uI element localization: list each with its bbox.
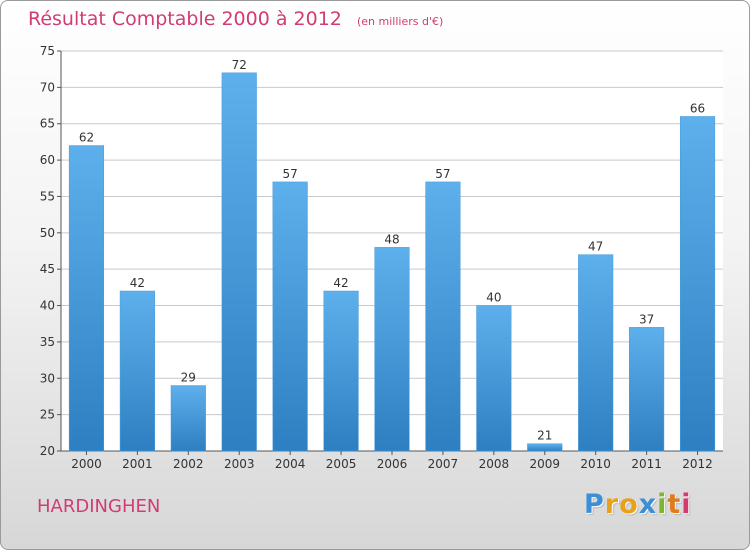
y-tick-label: 65: [40, 117, 55, 131]
logo-letter: o: [619, 489, 639, 520]
bar: [119, 290, 155, 452]
logo-letter: i: [681, 489, 692, 520]
y-tick-label: 55: [40, 189, 55, 203]
x-tick-label: 2000: [71, 457, 102, 471]
bar-value-label: 47: [588, 240, 603, 254]
chart-title: Résultat Comptable 2000 à 2012: [28, 8, 342, 30]
bar: [476, 305, 512, 452]
bar-value-label: 21: [537, 429, 552, 443]
y-tick-label: 35: [40, 335, 55, 349]
logo-letter: t: [667, 489, 682, 520]
x-tick-label: 2001: [122, 457, 153, 471]
y-tick-label: 50: [40, 226, 55, 240]
x-tick-label: 2005: [326, 457, 357, 471]
bar-value-label: 29: [181, 371, 196, 385]
logo-letter: r: [604, 489, 620, 520]
chart-title-block: Résultat Comptable 2000 à 2012 (en milli…: [28, 8, 443, 30]
bar-value-label: 62: [79, 131, 94, 145]
x-tick-label: 2010: [580, 457, 611, 471]
bar: [323, 290, 359, 452]
proxiti-logo: Proxiti: [584, 489, 692, 520]
x-tick-label: 2006: [377, 457, 408, 471]
bar-value-label: 57: [435, 167, 450, 181]
x-tick-label: 2009: [529, 457, 560, 471]
logo-letter: x: [638, 489, 658, 520]
x-tick-label: 2007: [428, 457, 459, 471]
y-tick-label: 45: [40, 262, 55, 276]
y-tick-label: 25: [40, 408, 55, 422]
x-tick-label: 2008: [479, 457, 510, 471]
bar: [679, 116, 716, 452]
y-tick-label: 30: [40, 371, 55, 385]
bar: [527, 443, 563, 452]
bar-value-label: 72: [232, 58, 247, 72]
logo-letter: i: [657, 489, 668, 520]
y-tick-label: 70: [40, 80, 55, 94]
logo-letter: P: [584, 489, 605, 520]
bar: [272, 181, 308, 452]
bar-value-label: 48: [384, 232, 399, 246]
bar: [221, 72, 257, 452]
y-tick-label: 60: [40, 153, 55, 167]
bar: [170, 385, 206, 452]
bar-value-label: 42: [130, 276, 145, 290]
y-tick-label: 20: [40, 444, 55, 458]
x-tick-label: 2003: [224, 457, 255, 471]
bar: [629, 327, 665, 452]
x-tick-label: 2011: [631, 457, 662, 471]
x-tick-label: 2002: [173, 457, 204, 471]
y-tick-label: 75: [40, 44, 55, 58]
bar-value-label: 66: [690, 101, 705, 115]
bar-value-label: 40: [486, 291, 501, 305]
x-tick-label: 2004: [275, 457, 306, 471]
x-tick-label: 2012: [682, 457, 713, 471]
chart-unit-note: (en milliers d'€): [356, 15, 444, 28]
bar: [425, 181, 461, 452]
place-name: HARDINGHEN: [37, 496, 161, 517]
y-tick-label: 40: [40, 299, 55, 313]
bar: [68, 145, 105, 452]
bar-value-label: 37: [639, 312, 654, 326]
bar-value-label: 42: [333, 276, 348, 290]
bar: [578, 254, 614, 452]
bar-value-label: 57: [283, 167, 298, 181]
bar: [374, 247, 410, 452]
